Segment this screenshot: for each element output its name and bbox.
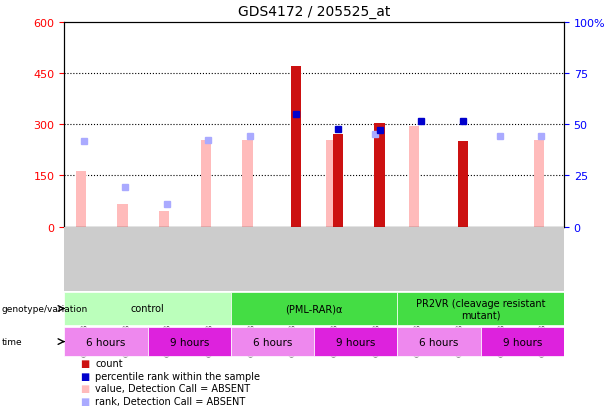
Bar [481, 327, 564, 356]
Bar [64, 327, 148, 356]
Bar [159, 212, 169, 227]
Text: count: count [95, 358, 123, 368]
Text: 9 hours: 9 hours [336, 337, 376, 347]
Bar [242, 140, 253, 227]
Bar [326, 140, 336, 227]
Bar [76, 172, 86, 227]
Bar [64, 292, 231, 325]
Text: control: control [131, 304, 164, 314]
Bar [200, 140, 211, 227]
Text: 9 hours: 9 hours [170, 337, 209, 347]
Text: 6 hours: 6 hours [86, 337, 126, 347]
Bar [397, 292, 564, 325]
Text: (PML-RAR)α: (PML-RAR)α [286, 304, 343, 314]
Text: ■: ■ [80, 358, 89, 368]
Bar [333, 135, 343, 227]
Text: ■: ■ [80, 396, 89, 406]
Bar [291, 67, 302, 227]
Bar [409, 127, 419, 227]
Bar [148, 327, 231, 356]
Bar [375, 123, 385, 227]
Text: value, Detection Call = ABSENT: value, Detection Call = ABSENT [95, 383, 250, 393]
Text: PR2VR (cleavage resistant
mutant): PR2VR (cleavage resistant mutant) [416, 298, 546, 320]
Text: 9 hours: 9 hours [503, 337, 542, 347]
Text: time: time [1, 337, 22, 346]
Text: 6 hours: 6 hours [253, 337, 292, 347]
Bar [397, 327, 481, 356]
Text: 6 hours: 6 hours [419, 337, 459, 347]
Bar [231, 292, 397, 325]
Text: rank, Detection Call = ABSENT: rank, Detection Call = ABSENT [95, 396, 245, 406]
Text: ■: ■ [80, 371, 89, 381]
Bar [118, 205, 128, 227]
Bar [534, 140, 544, 227]
Bar [231, 327, 314, 356]
Title: GDS4172 / 205525_at: GDS4172 / 205525_at [238, 5, 390, 19]
Text: genotype/variation: genotype/variation [1, 304, 88, 313]
Text: percentile rank within the sample: percentile rank within the sample [95, 371, 260, 381]
Text: ■: ■ [80, 383, 89, 393]
Bar [457, 142, 468, 227]
Bar [314, 327, 397, 356]
